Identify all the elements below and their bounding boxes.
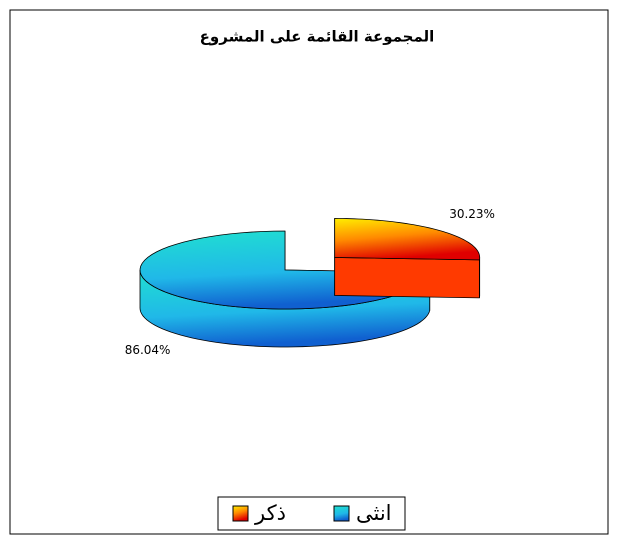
legend-box	[217, 496, 406, 531]
slice-top	[334, 218, 481, 261]
data-label: 30.23%	[449, 207, 495, 221]
legend-swatch	[232, 505, 249, 522]
legend-swatch	[333, 505, 350, 522]
legend-label: ذكر	[254, 501, 286, 525]
slice-side	[334, 257, 480, 299]
legend-label: انثى	[356, 501, 392, 525]
chart-title: المجموعة القائمة على المشروع	[200, 28, 435, 46]
data-label: 86.04%	[125, 343, 171, 357]
